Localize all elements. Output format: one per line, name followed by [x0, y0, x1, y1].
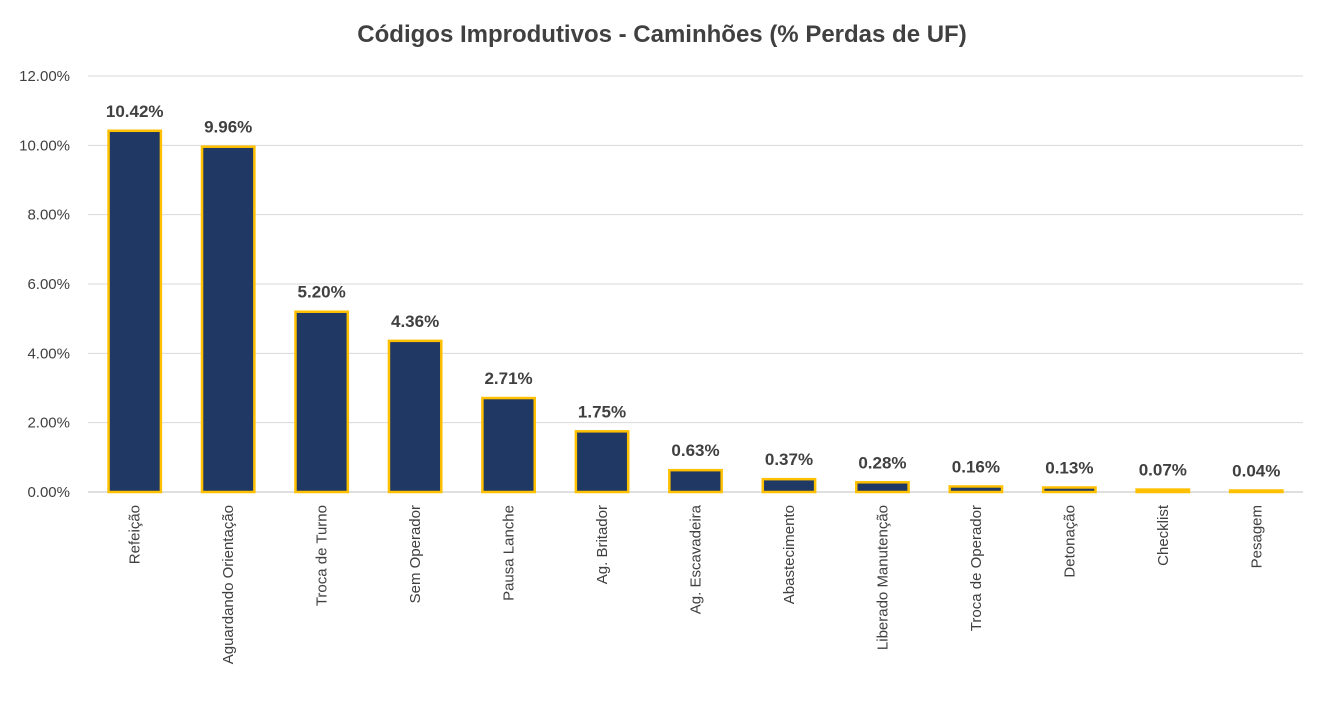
x-tick-label: Pesagem: [1248, 505, 1265, 568]
bar: [107, 129, 163, 494]
y-tick-label: 8.00%: [27, 207, 70, 224]
data-labels: 10.42% 9.96% 5.20% 4.36% 2.71% 1.75% 0.63% 0.37…: [106, 102, 1280, 481]
data-label: 0.07%: [1139, 461, 1187, 480]
data-label: 2.71%: [484, 369, 532, 388]
data-label: 10.42%: [106, 102, 164, 121]
y-tick-label: 10.00%: [19, 137, 70, 154]
x-tick-label: Pausa Lanche: [501, 505, 518, 601]
x-tick-label: Liberado Manutenção: [874, 505, 891, 650]
bar: [668, 468, 723, 494]
x-tick-label: Abastecimento: [781, 505, 798, 604]
data-label: 1.75%: [578, 402, 626, 421]
data-label: 0.37%: [765, 450, 813, 469]
chart-title: Códigos Improdutivos - Caminhões (% Perd…: [357, 21, 966, 48]
y-tick-label: 4.00%: [27, 345, 70, 362]
bar: [481, 396, 536, 494]
data-label: 5.20%: [298, 283, 346, 302]
bar: [294, 310, 350, 494]
x-tick-label: Aguardando Orientação: [220, 505, 237, 664]
bar: [200, 145, 256, 494]
bar: [387, 339, 443, 494]
data-label: 0.63%: [671, 441, 719, 460]
x-tick-label: Ag. Escavadeira: [688, 504, 705, 614]
x-tick-label: Sem Operador: [407, 505, 424, 603]
y-axis-ticks: 0.00% 2.00% 4.00% 6.00% 8.00% 10.00% 12.00%: [19, 68, 70, 501]
bar: [1228, 489, 1284, 494]
gridlines: [88, 75, 1303, 493]
x-tick-label: Detonação: [1061, 505, 1078, 578]
y-tick-label: 2.00%: [27, 415, 70, 432]
data-label: 9.96%: [204, 118, 252, 137]
x-tick-label: Ag. Britador: [594, 505, 611, 584]
data-label: 0.13%: [1045, 458, 1093, 477]
x-tick-label: Checklist: [1155, 504, 1172, 566]
data-label: 0.04%: [1232, 462, 1280, 481]
y-tick-label: 6.00%: [27, 276, 70, 293]
x-axis-ticks: Refeição Aguardando Orientação Troca de Tu…: [127, 504, 1266, 664]
x-tick-label: Troca de Operador: [968, 505, 985, 631]
y-tick-label: 0.00%: [27, 484, 70, 501]
bar: [761, 477, 817, 494]
bars: [107, 129, 1284, 494]
y-tick-label: 12.00%: [19, 68, 70, 85]
bar: [1135, 488, 1191, 494]
x-tick-label: Troca de Turno: [314, 505, 331, 606]
bar: [948, 485, 1004, 494]
data-label: 4.36%: [391, 312, 439, 331]
bar: [574, 430, 630, 494]
data-label: 0.16%: [952, 457, 1000, 476]
x-tick-label: Refeição: [127, 505, 144, 564]
bar: [1041, 486, 1097, 494]
bar: [855, 481, 910, 494]
data-label: 0.28%: [858, 453, 906, 472]
